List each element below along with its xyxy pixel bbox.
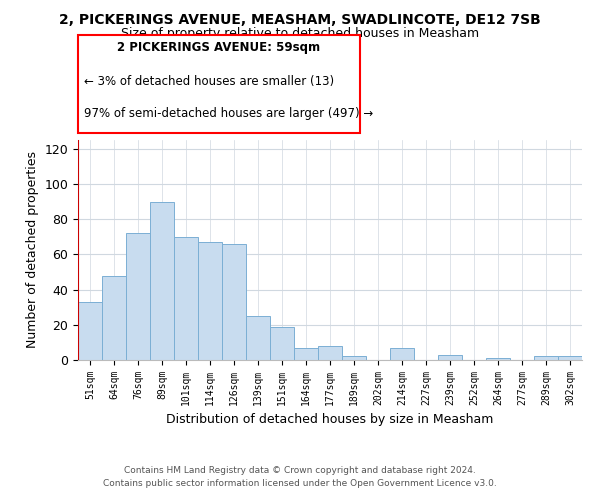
- Bar: [438, 354, 462, 360]
- Bar: [222, 244, 246, 360]
- Bar: [78, 302, 102, 360]
- Text: 97% of semi-detached houses are larger (497) →: 97% of semi-detached houses are larger (…: [84, 106, 373, 120]
- X-axis label: Distribution of detached houses by size in Measham: Distribution of detached houses by size …: [166, 414, 494, 426]
- Y-axis label: Number of detached properties: Number of detached properties: [26, 152, 39, 348]
- Bar: [174, 237, 198, 360]
- Bar: [126, 234, 150, 360]
- Bar: [558, 356, 582, 360]
- Bar: [534, 356, 558, 360]
- Text: Size of property relative to detached houses in Measham: Size of property relative to detached ho…: [121, 28, 479, 40]
- Text: 2, PICKERINGS AVENUE, MEASHAM, SWADLINCOTE, DE12 7SB: 2, PICKERINGS AVENUE, MEASHAM, SWADLINCO…: [59, 12, 541, 26]
- Bar: [198, 242, 222, 360]
- Bar: [486, 358, 510, 360]
- Bar: [390, 348, 414, 360]
- Bar: [342, 356, 366, 360]
- Bar: [270, 326, 294, 360]
- Bar: [246, 316, 270, 360]
- Bar: [318, 346, 342, 360]
- Text: ← 3% of detached houses are smaller (13): ← 3% of detached houses are smaller (13): [84, 76, 334, 88]
- Bar: [150, 202, 174, 360]
- Bar: [294, 348, 318, 360]
- Bar: [102, 276, 126, 360]
- Text: 2 PICKERINGS AVENUE: 59sqm: 2 PICKERINGS AVENUE: 59sqm: [118, 41, 320, 54]
- Text: Contains HM Land Registry data © Crown copyright and database right 2024.
Contai: Contains HM Land Registry data © Crown c…: [103, 466, 497, 487]
